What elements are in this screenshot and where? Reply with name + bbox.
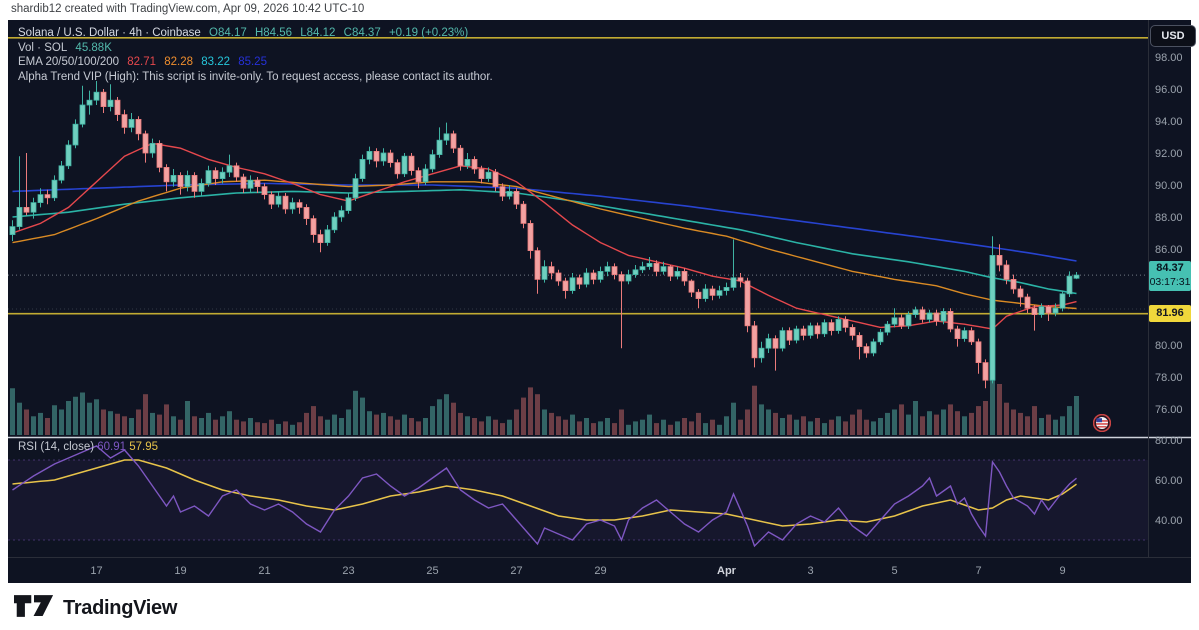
volume-value: 45.88K [75, 41, 112, 54]
symbol-legend-row[interactable]: Solana / U.S. Dollar · 4h · Coinbase O84… [18, 26, 493, 40]
svg-text:40.00: 40.00 [1155, 515, 1183, 527]
svg-text:80.00: 80.00 [1155, 435, 1183, 447]
svg-text:76.00: 76.00 [1155, 404, 1183, 416]
svg-text:9: 9 [1059, 565, 1065, 577]
svg-text:3: 3 [807, 565, 813, 577]
current-price-badge: 84.37 03:17:31 [1149, 261, 1191, 291]
rsi-ma-value: 57.95 [129, 441, 159, 453]
svg-text:96.00: 96.00 [1155, 84, 1183, 96]
rsi-legend-row[interactable]: RSI (14, close) 60.91 57.95 [18, 441, 158, 453]
svg-text:92.00: 92.00 [1155, 148, 1183, 160]
alpha-trend-legend-row[interactable]: Alpha Trend VIP (High): This script is i… [18, 70, 493, 84]
tradingview-logo[interactable]: TradingView [14, 594, 177, 623]
rsi-label: RSI (14, close) [18, 441, 95, 453]
attribution-bar: shardib12 created with TradingView.com, … [0, 0, 1199, 20]
ema-label: EMA 20/50/100/200 [18, 56, 120, 68]
svg-text:60.00: 60.00 [1155, 475, 1183, 487]
ema20-value: 82.71 [127, 56, 157, 68]
svg-text:5: 5 [891, 565, 897, 577]
alpha-trend-text: Alpha Trend VIP (High): This script is i… [18, 70, 493, 83]
rsi-value: 60.91 [97, 441, 127, 453]
svg-text:17: 17 [90, 565, 102, 577]
svg-text:25: 25 [426, 565, 438, 577]
symbol-title: Solana / U.S. Dollar · 4h · Coinbase [18, 27, 201, 39]
svg-text:7: 7 [975, 565, 981, 577]
us-economic-event-icon[interactable] [1092, 413, 1112, 433]
ema200-value: 85.25 [238, 56, 267, 68]
tradingview-wordmark: TradingView [63, 597, 178, 619]
ema50-value: 82.28 [164, 56, 193, 68]
current-price-value: 84.37 [1156, 262, 1184, 274]
svg-text:98.00: 98.00 [1155, 52, 1183, 64]
volume-legend-row[interactable]: Vol · SOL 45.88K [18, 41, 493, 55]
svg-text:29: 29 [594, 565, 606, 577]
chart-canvas[interactable]: 98.00 96.00 94.00 92.00 90.00 88.00 86.00 80.00… [8, 20, 1191, 583]
bar-countdown: 03:17:31 [1149, 276, 1191, 288]
svg-text:88.00: 88.00 [1155, 212, 1183, 224]
price-change: +0.19 (+0.23%) [388, 27, 469, 39]
ema100-value: 83.22 [201, 56, 230, 68]
svg-text:Apr: Apr [717, 565, 737, 577]
svg-text:90.00: 90.00 [1155, 180, 1183, 192]
footer-bar: TradingView [0, 583, 1199, 630]
svg-text:80.00: 80.00 [1155, 340, 1183, 352]
ohlc-open: O84.17 [209, 27, 247, 39]
ohlc-low: L84.12 [300, 27, 336, 39]
svg-text:78.00: 78.00 [1155, 372, 1183, 384]
svg-text:27: 27 [510, 565, 522, 577]
svg-text:21: 21 [258, 565, 270, 577]
alpha-trend-level-badge: 81.96 [1149, 305, 1191, 322]
volume-label: Vol · SOL [18, 41, 68, 54]
attribution-text: shardib12 created with TradingView.com, … [11, 3, 365, 15]
svg-text:86.00: 86.00 [1155, 244, 1183, 256]
tradingview-logo-icon [14, 594, 54, 623]
chart-legend: Solana / U.S. Dollar · 4h · Coinbase O84… [18, 26, 493, 84]
svg-text:94.00: 94.00 [1155, 116, 1183, 128]
ohlc-high: H84.56 [254, 27, 293, 39]
currency-toggle-button[interactable]: USD [1150, 25, 1196, 47]
ohlc-close: C84.37 [343, 27, 381, 39]
svg-text:23: 23 [342, 565, 354, 577]
chart-container[interactable]: 98.00 96.00 94.00 92.00 90.00 88.00 86.00 80.00… [8, 20, 1196, 583]
ema-legend-row[interactable]: EMA 20/50/100/200 82.71 82.28 83.22 85.2… [18, 55, 493, 69]
svg-text:19: 19 [174, 565, 186, 577]
